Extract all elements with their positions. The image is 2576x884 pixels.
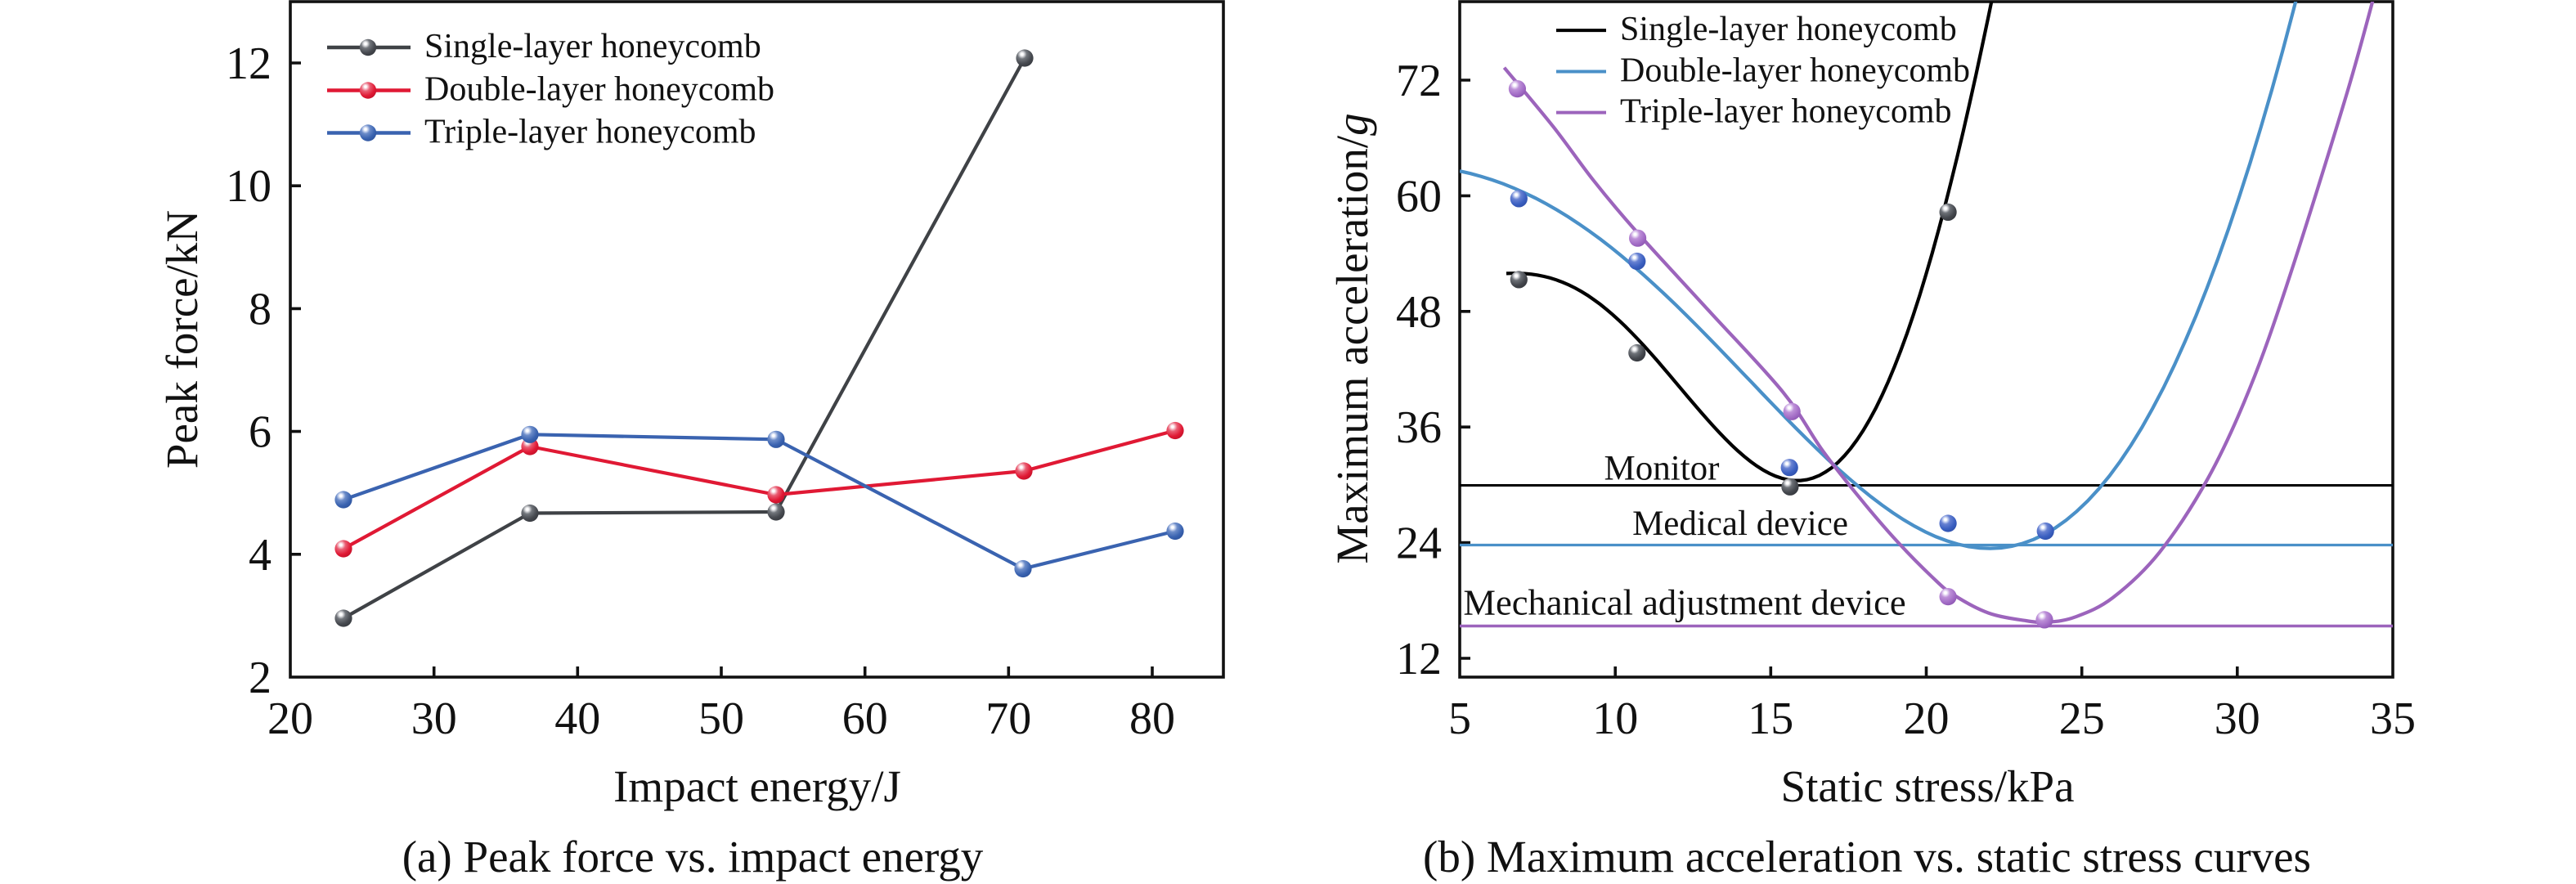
svg-text:Single-layer honeycomb: Single-layer honeycomb — [1620, 11, 1957, 48]
svg-text:10: 10 — [226, 161, 272, 212]
svg-text:Double-layer honeycomb: Double-layer honeycomb — [1620, 52, 1970, 90]
svg-text:Single-layer honeycomb: Single-layer honeycomb — [424, 28, 761, 65]
svg-text:Medical device: Medical device — [1632, 505, 1848, 543]
svg-text:6: 6 — [249, 407, 272, 458]
svg-text:2: 2 — [249, 653, 272, 703]
svg-text:80: 80 — [1129, 693, 1175, 744]
svg-text:Mechanical adjustment device: Mechanical adjustment device — [1463, 581, 1905, 622]
svg-text:Triple-layer honeycomb: Triple-layer honeycomb — [424, 114, 756, 151]
svg-text:60: 60 — [842, 693, 888, 744]
svg-text:(a) Peak force vs. impact ener: (a) Peak force vs. impact energy — [402, 832, 984, 882]
svg-text:48: 48 — [1396, 287, 1442, 338]
svg-text:Peak force/kN: Peak force/kN — [157, 210, 207, 469]
svg-text:Double-layer honeycomb: Double-layer honeycomb — [424, 71, 774, 109]
svg-text:35: 35 — [2370, 693, 2416, 744]
svg-text:12: 12 — [226, 38, 272, 89]
svg-text:Triple-layer honeycomb: Triple-layer honeycomb — [1620, 93, 1952, 131]
svg-text:5: 5 — [1448, 693, 1471, 744]
svg-text:(b) Maximum acceleration vs. s: (b) Maximum acceleration vs. static stre… — [1423, 832, 2311, 882]
svg-text:70: 70 — [985, 693, 1031, 744]
svg-text:40: 40 — [554, 693, 600, 744]
svg-text:20: 20 — [267, 693, 313, 744]
svg-text:12: 12 — [1396, 634, 1442, 684]
svg-text:Maximum acceleration/g: Maximum acceleration/g — [1327, 113, 1377, 563]
svg-text:60: 60 — [1396, 171, 1442, 222]
svg-text:30: 30 — [411, 693, 457, 744]
svg-text:Monitor: Monitor — [1604, 450, 1720, 488]
svg-text:36: 36 — [1396, 402, 1442, 453]
svg-text:30: 30 — [2215, 693, 2260, 744]
svg-text:10: 10 — [1592, 693, 1638, 744]
svg-text:72: 72 — [1396, 56, 1442, 106]
svg-text:8: 8 — [249, 284, 272, 334]
svg-text:Impact energy/J: Impact energy/J — [613, 761, 901, 811]
svg-text:25: 25 — [2059, 693, 2105, 744]
svg-text:20: 20 — [1904, 693, 1950, 744]
svg-text:Static stress/kPa: Static stress/kPa — [1780, 761, 2074, 811]
svg-text:4: 4 — [249, 530, 272, 581]
svg-text:24: 24 — [1396, 518, 1442, 569]
svg-text:50: 50 — [698, 693, 744, 744]
svg-text:15: 15 — [1748, 693, 1793, 744]
